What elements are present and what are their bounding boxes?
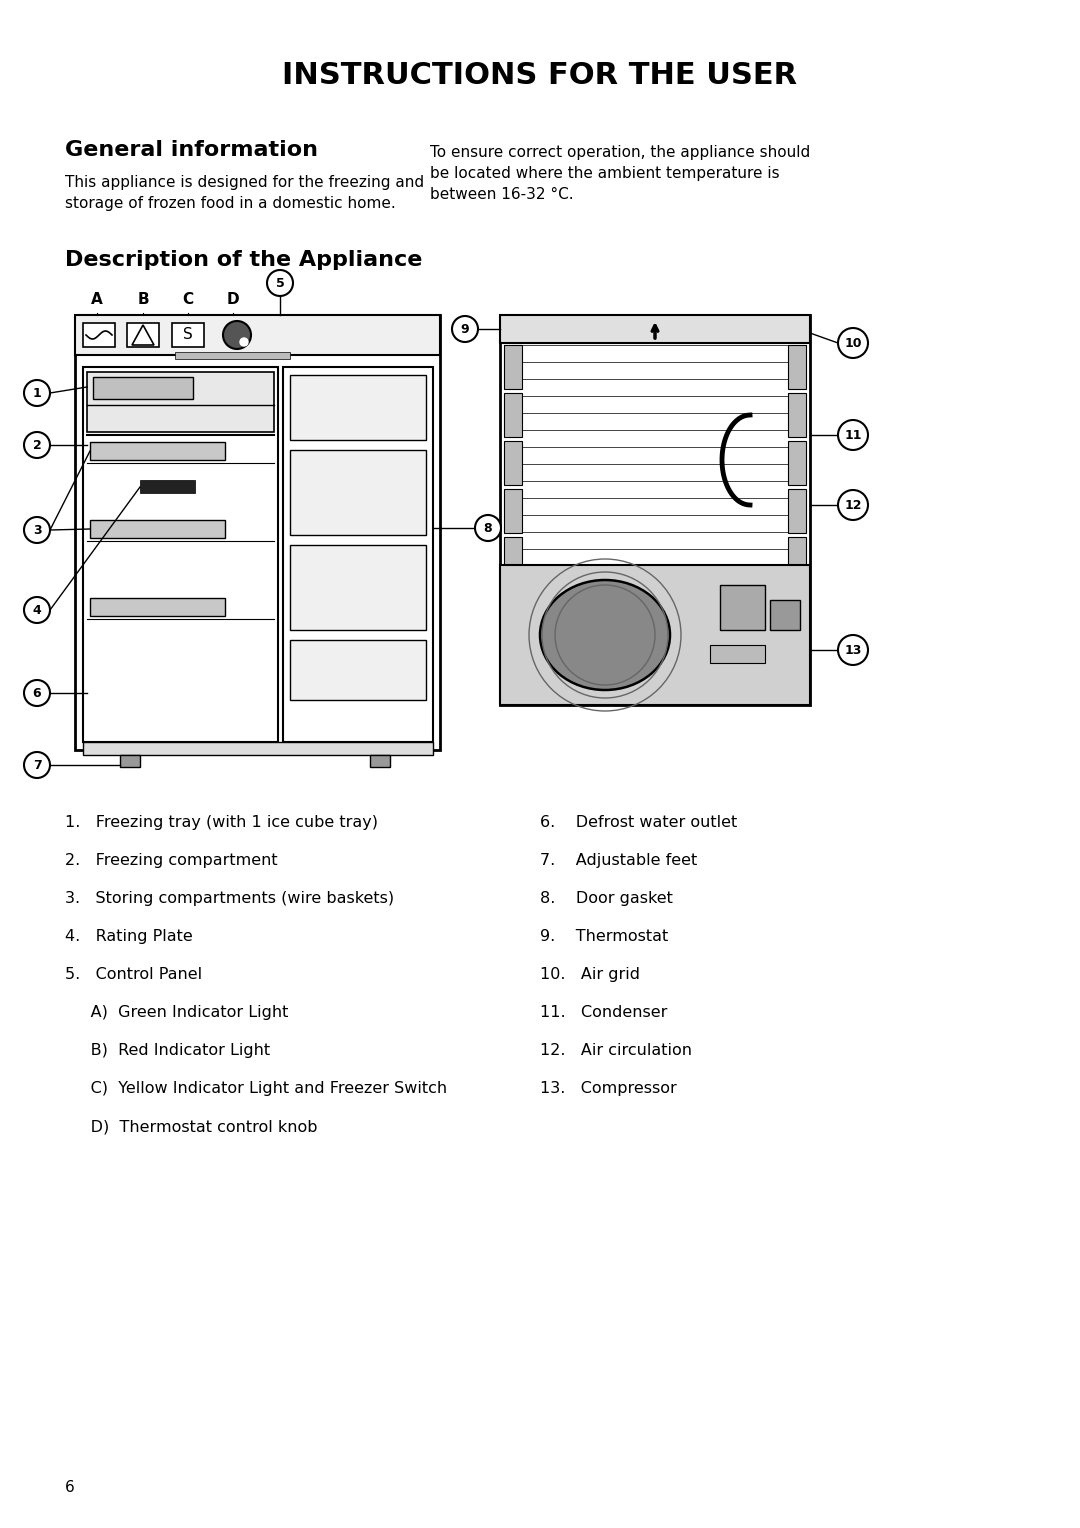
Text: 6: 6: [65, 1481, 75, 1494]
Bar: [504, 345, 522, 390]
Text: 1.   Freezing tray (with 1 ice cube tray): 1. Freezing tray (with 1 ice cube tray): [65, 814, 378, 830]
Text: D: D: [227, 292, 240, 307]
Circle shape: [222, 321, 251, 348]
Bar: [720, 585, 765, 630]
Text: 6: 6: [32, 686, 41, 700]
Bar: [788, 345, 806, 390]
Bar: [291, 374, 426, 440]
Circle shape: [838, 490, 868, 520]
Bar: [283, 367, 433, 743]
Text: 1: 1: [32, 387, 41, 399]
Text: 8.    Door gasket: 8. Door gasket: [540, 891, 673, 906]
Circle shape: [24, 597, 50, 623]
Text: INSTRUCTIONS FOR THE USER: INSTRUCTIONS FOR THE USER: [283, 61, 797, 90]
Circle shape: [24, 516, 50, 542]
Text: 12.   Air circulation: 12. Air circulation: [540, 1044, 692, 1057]
Text: Description of the Appliance: Description of the Appliance: [65, 251, 422, 270]
Text: B: B: [137, 292, 149, 307]
Text: 2.   Freezing compartment: 2. Freezing compartment: [65, 853, 278, 868]
Circle shape: [267, 270, 293, 296]
Bar: [90, 442, 225, 460]
Circle shape: [24, 752, 50, 778]
Circle shape: [24, 380, 50, 406]
Ellipse shape: [540, 581, 670, 691]
Text: 9: 9: [461, 322, 470, 336]
Bar: [788, 536, 806, 581]
Text: General information: General information: [65, 141, 318, 160]
Bar: [83, 322, 114, 347]
Text: 5: 5: [275, 277, 284, 289]
Bar: [127, 322, 159, 347]
Bar: [90, 520, 225, 538]
Text: 12: 12: [845, 498, 862, 512]
Bar: [770, 601, 800, 630]
Circle shape: [24, 432, 50, 458]
Text: 5.   Control Panel: 5. Control Panel: [65, 967, 202, 983]
Bar: [140, 480, 195, 494]
Text: This appliance is designed for the freezing and
storage of frozen food in a dome: This appliance is designed for the freez…: [65, 176, 424, 211]
Bar: [788, 442, 806, 484]
Bar: [90, 597, 225, 616]
Text: C)  Yellow Indicator Light and Freezer Switch: C) Yellow Indicator Light and Freezer Sw…: [65, 1080, 447, 1096]
Bar: [500, 315, 810, 704]
Bar: [87, 371, 274, 432]
Bar: [291, 451, 426, 535]
Text: 10.   Air grid: 10. Air grid: [540, 967, 640, 983]
Text: D)  Thermostat control knob: D) Thermostat control knob: [65, 1118, 318, 1134]
Bar: [83, 367, 278, 743]
Bar: [291, 640, 426, 700]
Bar: [370, 755, 390, 767]
Text: 11.   Condenser: 11. Condenser: [540, 1005, 667, 1021]
Text: 13.   Compressor: 13. Compressor: [540, 1080, 677, 1096]
Circle shape: [475, 515, 501, 541]
Bar: [175, 351, 291, 359]
Bar: [83, 743, 433, 755]
Circle shape: [838, 420, 868, 451]
Text: 7.    Adjustable feet: 7. Adjustable feet: [540, 853, 698, 868]
Circle shape: [240, 338, 248, 345]
Text: S: S: [184, 327, 193, 342]
Bar: [500, 315, 810, 342]
Text: 13: 13: [845, 643, 862, 657]
Text: To ensure correct operation, the appliance should
be located where the ambient t: To ensure correct operation, the applian…: [430, 145, 810, 202]
Circle shape: [838, 329, 868, 358]
Bar: [500, 565, 810, 704]
Text: 3: 3: [32, 524, 41, 536]
Text: 11: 11: [845, 428, 862, 442]
Text: 2: 2: [32, 439, 41, 451]
Bar: [93, 377, 193, 399]
Text: A: A: [91, 292, 103, 307]
Bar: [172, 322, 204, 347]
Text: 10: 10: [845, 336, 862, 350]
Bar: [788, 489, 806, 533]
Bar: [504, 489, 522, 533]
Bar: [75, 315, 440, 354]
Text: 4.   Rating Plate: 4. Rating Plate: [65, 929, 192, 944]
Text: 4: 4: [32, 604, 41, 616]
Text: 7: 7: [32, 758, 41, 772]
Circle shape: [24, 680, 50, 706]
Bar: [504, 393, 522, 437]
Bar: [504, 536, 522, 581]
Circle shape: [453, 316, 478, 342]
Text: 6.    Defrost water outlet: 6. Defrost water outlet: [540, 814, 738, 830]
Bar: [120, 755, 140, 767]
Circle shape: [838, 636, 868, 665]
Text: 8: 8: [484, 521, 492, 535]
Bar: [710, 645, 765, 663]
Text: B)  Red Indicator Light: B) Red Indicator Light: [65, 1044, 270, 1057]
Bar: [291, 545, 426, 630]
Text: C: C: [183, 292, 193, 307]
Text: A)  Green Indicator Light: A) Green Indicator Light: [65, 1005, 288, 1021]
Bar: [75, 315, 440, 750]
Bar: [788, 393, 806, 437]
Text: 9.    Thermostat: 9. Thermostat: [540, 929, 669, 944]
Text: 3.   Storing compartments (wire baskets): 3. Storing compartments (wire baskets): [65, 891, 394, 906]
Bar: [504, 442, 522, 484]
